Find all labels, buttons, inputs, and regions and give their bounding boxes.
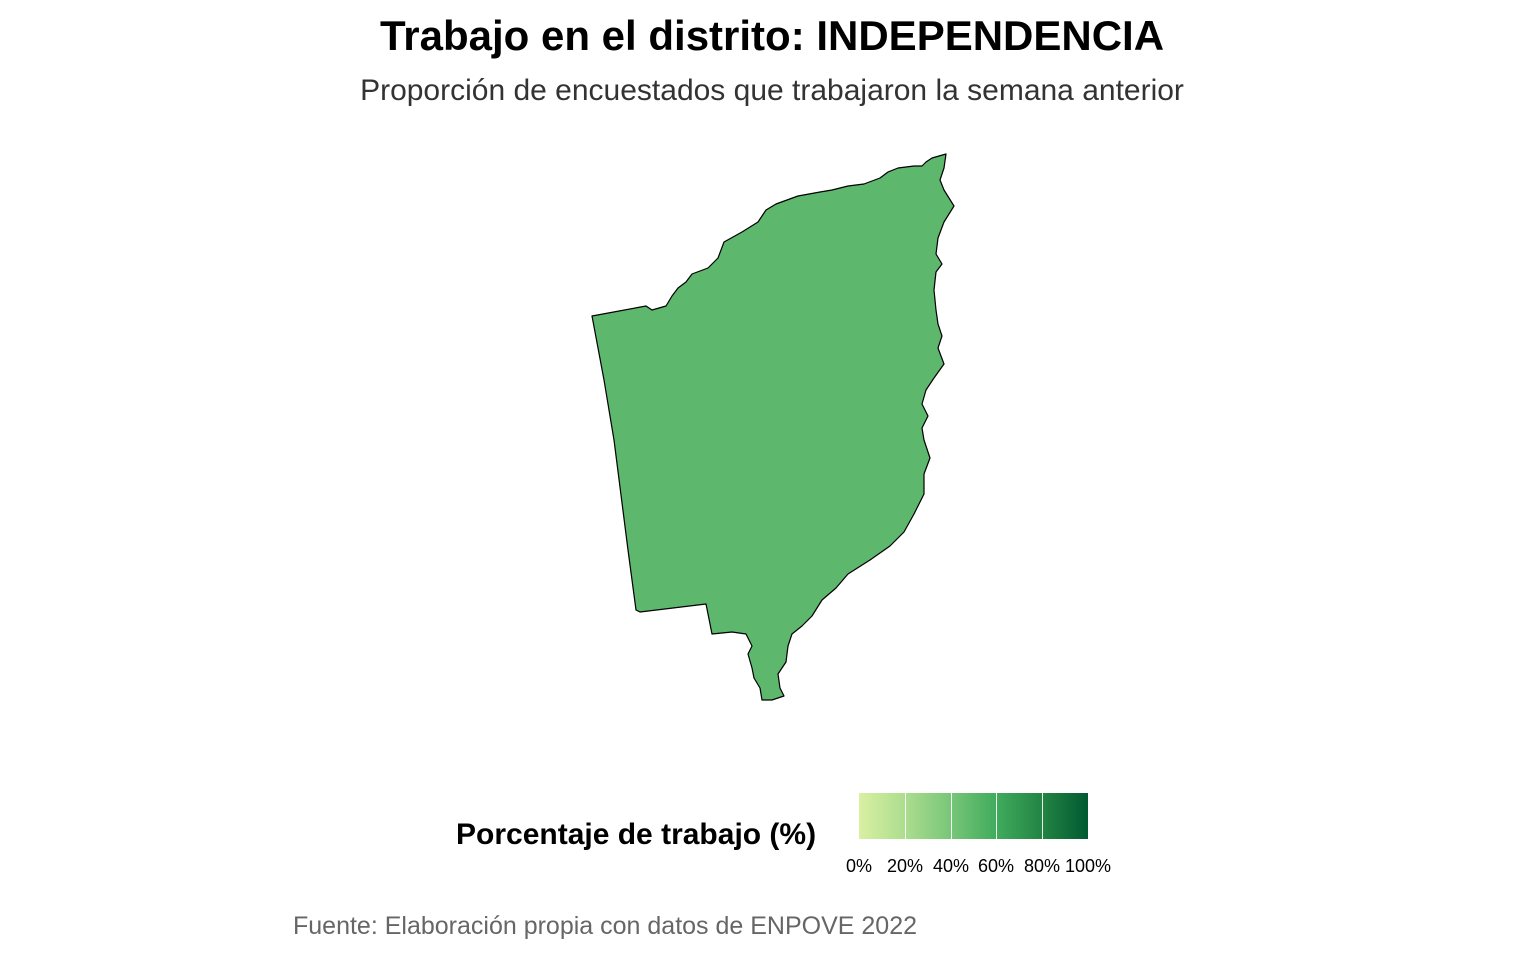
map-subtitle: Proporción de encuestados que trabajaron… [360, 74, 1184, 107]
legend-tick-label: 40% [932, 856, 970, 876]
legend-tick-mark [951, 793, 952, 839]
legend-tick-label: 60% [977, 856, 1015, 876]
legend-tick-mark [996, 793, 997, 839]
district-polygon-independencia [591, 153, 955, 701]
legend-title: Porcentaje de trabajo (%) [456, 818, 817, 851]
legend-tick-mark [1042, 793, 1043, 839]
legend-tick-label: 0% [845, 856, 873, 876]
legend-tick-label: 20% [886, 856, 924, 876]
legend-tick-mark [905, 793, 906, 839]
legend-tick-label: 100% [1064, 856, 1112, 876]
source-caption: Fuente: Elaboración propia con datos de … [293, 912, 918, 940]
legend-color-bar [859, 793, 1088, 839]
map-title: Trabajo en el distrito: INDEPENDENCIA [379, 12, 1165, 59]
legend-tick-label: 80% [1023, 856, 1061, 876]
